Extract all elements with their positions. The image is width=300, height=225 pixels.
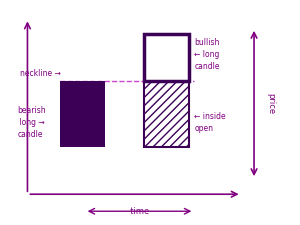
Bar — [60, 81, 105, 147]
Text: bullish
← long
candle: bullish ← long candle — [194, 38, 220, 71]
Text: time: time — [125, 207, 154, 216]
Text: price: price — [266, 93, 275, 114]
Text: ← inside
open: ← inside open — [194, 112, 226, 133]
Text: neckline →: neckline → — [20, 69, 61, 78]
Bar — [145, 81, 189, 147]
Bar — [145, 34, 189, 81]
Text: bearish
 long →
candle: bearish long → candle — [17, 106, 46, 139]
